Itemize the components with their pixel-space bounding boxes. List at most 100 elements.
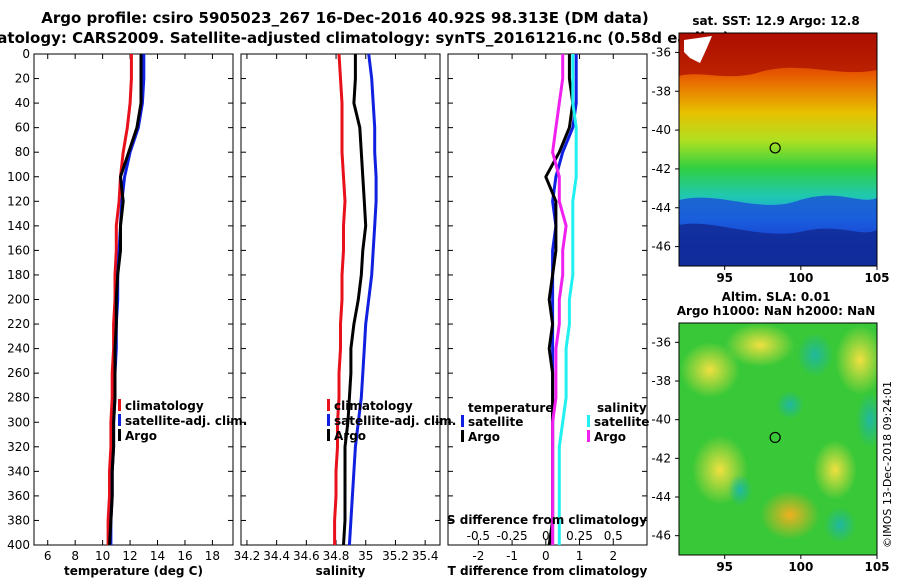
legend-label: Argo (468, 430, 500, 444)
legend-label: climatology (125, 399, 204, 413)
x-tick-label: 34.8 (323, 549, 350, 563)
x-axis-label-top: S difference from climatology (447, 513, 647, 527)
sla-map-frame (678, 322, 878, 556)
lon-tick-label: 105 (864, 560, 889, 574)
series-line-s-argo (551, 54, 568, 545)
x-axis-label: salinity (316, 564, 366, 578)
legend-label: Argo (334, 429, 366, 443)
legend-label: Argo (594, 430, 626, 444)
lon-tick-label: 100 (788, 560, 813, 574)
watermark: ©IMOS 13-Dec-2018 09:24:01 (881, 381, 894, 548)
depth-tick-label: 280 (7, 391, 30, 405)
x-tick-label: 35.2 (382, 549, 409, 563)
sla-map-subtitle: Argo h1000: NaN h2000: NaN (677, 304, 876, 318)
sla-map: Altim. SLA: 0.01 Argo h1000: NaN h2000: … (651, 290, 889, 574)
land-mask (684, 36, 712, 63)
series-line-satellite-adj-clim- (347, 53, 378, 546)
sst-map: sat. SST: 12.9 Argo: 12.8 -36 -38 -40 -42 -4… (651, 14, 889, 285)
sla-anomaly (797, 333, 833, 377)
sst-map-frame (678, 32, 878, 267)
legend-swatch (461, 430, 464, 442)
legend-swatch (327, 429, 330, 441)
lat-tick-label: -42 (651, 451, 671, 465)
s-tick-label: 0 (542, 529, 550, 543)
x-tick-label: 8 (71, 549, 79, 563)
lon-tick-label: 105 (864, 271, 889, 285)
x-axis-label: temperature (deg C) (64, 564, 203, 578)
legend-label: Argo (125, 429, 157, 443)
sla-anomaly (760, 490, 820, 540)
argo-position-marker (769, 142, 781, 154)
lon-tick-label: 95 (716, 560, 733, 574)
depth-tick-label: 300 (7, 415, 30, 429)
sla-map-title: Altim. SLA: 0.01 (722, 290, 831, 304)
depth-tick-label: 80 (15, 145, 30, 159)
depth-tick-label: 140 (7, 219, 30, 233)
x-tick-label: 0 (542, 549, 550, 563)
legend-label: satellite (594, 415, 649, 429)
depth-tick-label: 240 (7, 342, 30, 356)
depth-tick-label: 400 (7, 538, 30, 552)
depth-tick-label: 160 (7, 243, 30, 257)
s-tick-label: 0.25 (566, 529, 593, 543)
x-tick-label: 6 (44, 549, 52, 563)
legend-label: satellite-adj. clim. (125, 414, 247, 428)
x-tick-label: 2 (609, 549, 617, 563)
x-axis-label: T difference from climatology (448, 564, 648, 578)
x-tick-label: 16 (177, 549, 192, 563)
argo-position-marker (769, 431, 781, 444)
depth-tick-label: 260 (7, 366, 30, 380)
depth-tick-label: 340 (7, 464, 30, 478)
series-line-argo (108, 54, 143, 546)
legend-swatch (118, 414, 121, 426)
lon-tick-label: 95 (716, 271, 733, 285)
legend-label: satellite-adj. clim. (334, 414, 456, 428)
legend-swatch (587, 415, 590, 427)
depth-tick-label: 120 (7, 194, 30, 208)
title-line-1: Argo profile: csiro 5905023_267 16-Dec-2… (41, 9, 648, 27)
x-tick-label: 34.4 (263, 549, 290, 563)
depth-tick-label: 320 (7, 440, 30, 454)
legend-swatch (118, 399, 121, 411)
lon-tick-label: 100 (788, 271, 813, 285)
temperature-panel-frame (33, 53, 234, 546)
legend-swatch (461, 415, 464, 427)
x-tick-label: 35 (358, 549, 373, 563)
depth-tick-label: 0 (22, 47, 30, 61)
salinity-panel: 34.2 34.4 34.6 34.8 35 35.2 35.4 salinity climat… (234, 53, 456, 578)
depth-tick-label: 60 (15, 121, 30, 135)
legend-label: satellite (468, 415, 523, 429)
x-tick-label: 12 (122, 549, 137, 563)
lat-tick-label: -42 (651, 162, 671, 176)
lat-tick-label: -46 (651, 240, 671, 254)
title-line-2: Climatology: CARS2009. Satellite-adjuste… (0, 29, 730, 47)
lat-tick-label: -44 (651, 490, 671, 504)
lat-tick-label: -38 (651, 374, 671, 388)
s-tick-label: -0.25 (497, 529, 528, 543)
depth-tick-label: 220 (7, 317, 30, 331)
depth-tick-label: 360 (7, 489, 30, 503)
sla-anomaly (813, 440, 857, 500)
sst-cold-core (679, 223, 877, 266)
sla-anomaly (776, 391, 804, 419)
sla-anomaly (725, 323, 795, 367)
x-tick-label: 35.4 (412, 549, 439, 563)
sla-anomaly (835, 325, 877, 395)
x-tick-label: 18 (205, 549, 220, 563)
legend-title-salinity: salinity (597, 401, 647, 415)
s-tick-label: 0.5 (604, 529, 623, 543)
legend-title-temperature: temperature (468, 401, 553, 415)
lat-tick-label: -36 (651, 45, 671, 59)
lat-tick-label: -40 (651, 413, 671, 427)
x-tick-label: 34.6 (293, 549, 320, 563)
x-tick-label: 34.2 (234, 549, 261, 563)
depth-tick-label: 40 (15, 96, 30, 110)
lat-tick-label: -46 (651, 529, 671, 543)
legend-swatch (327, 414, 330, 426)
lat-tick-label: -40 (651, 123, 671, 137)
series-line-s-satellite (557, 54, 578, 545)
sla-anomaly (680, 342, 740, 398)
sla-anomaly (728, 474, 752, 506)
depth-tick-label: 180 (7, 268, 30, 282)
